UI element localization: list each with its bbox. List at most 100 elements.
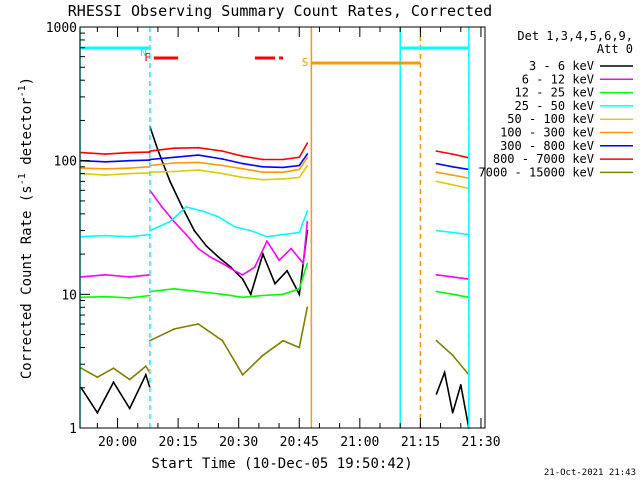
data-point	[144, 373, 147, 376]
data-point	[221, 293, 224, 296]
data-point	[217, 256, 220, 258]
data-point	[197, 154, 200, 157]
data-point	[221, 339, 224, 342]
series-line	[81, 166, 150, 170]
footer-timestamp: 21-Oct-2021 21:43	[544, 468, 636, 478]
data-point	[128, 276, 131, 278]
data-point	[266, 240, 268, 243]
y-tick-label: 10	[61, 288, 77, 303]
x-axis: 20:00 20:15 20:30 20:45 21:00 21:15 21:30	[96, 27, 501, 450]
data-point	[104, 167, 107, 170]
data-point	[262, 253, 264, 256]
data-point	[451, 276, 454, 278]
data-point	[298, 164, 301, 167]
data-point	[173, 170, 176, 173]
data-point	[221, 158, 224, 160]
legend-title-line-1: Det 1,3,4,5,6,9,	[517, 29, 633, 43]
data-point	[128, 297, 131, 299]
data-point	[451, 231, 454, 234]
data-point	[149, 294, 151, 297]
x-tick-label: 21:15	[401, 435, 440, 450]
data-point	[205, 245, 208, 247]
data-point	[169, 220, 171, 223]
legend-label: 800 - 7000 keV	[493, 152, 594, 166]
series-4	[80, 164, 470, 190]
series-5	[80, 156, 470, 180]
data-point	[306, 306, 309, 309]
data-point	[451, 293, 454, 296]
data-point	[282, 233, 284, 236]
data-point	[104, 174, 107, 177]
plot-frame	[79, 26, 486, 429]
series-line	[149, 153, 308, 169]
data-point	[149, 229, 151, 232]
data-point	[262, 158, 264, 161]
series-2	[80, 262, 470, 299]
legend-label: 25 - 50 keV	[515, 99, 594, 113]
data-point	[169, 180, 171, 183]
data-point	[185, 206, 188, 208]
series-line	[81, 151, 150, 155]
data-point	[282, 178, 284, 180]
data-point	[241, 278, 244, 280]
x-tick-label: 20:00	[98, 435, 137, 450]
data-point	[274, 282, 276, 285]
data-point	[306, 156, 309, 159]
data-point	[193, 229, 196, 232]
data-point	[306, 142, 309, 145]
x-tick-label: 21:00	[340, 435, 379, 450]
data-point	[298, 156, 301, 159]
legend-label: 6 - 12 keV	[522, 72, 594, 86]
data-point	[298, 287, 301, 290]
data-point	[197, 146, 200, 149]
legend-title-line-2: Att 0	[597, 42, 633, 56]
data-point	[253, 266, 256, 268]
data-point	[181, 206, 184, 208]
data-point	[173, 287, 176, 290]
data-point	[221, 262, 224, 265]
data-point	[306, 210, 309, 212]
data-point	[435, 162, 438, 165]
data-point	[173, 147, 176, 150]
data-point	[96, 376, 99, 379]
data-point	[435, 393, 438, 395]
data-point	[201, 210, 204, 212]
data-point	[298, 176, 301, 179]
data-point	[286, 269, 288, 272]
data-point	[233, 225, 236, 228]
data-point	[278, 259, 280, 262]
data-point	[173, 162, 176, 164]
series-0	[80, 125, 470, 429]
data-point	[197, 169, 200, 172]
data-point	[282, 171, 284, 174]
data-point	[435, 150, 438, 153]
data-point	[185, 233, 188, 236]
chart-title: RHESSI Observing Summary Count Rates, Co…	[68, 2, 492, 20]
data-point	[241, 167, 244, 170]
series-layer	[80, 125, 470, 429]
data-point	[221, 172, 224, 175]
data-point	[104, 234, 107, 237]
series-line	[149, 189, 309, 276]
data-point	[302, 262, 305, 265]
data-point	[249, 293, 252, 296]
flag-layer: NF S	[79, 27, 470, 428]
data-point	[173, 328, 176, 330]
data-point	[104, 273, 107, 276]
data-point	[161, 206, 163, 208]
data-point	[241, 176, 244, 179]
data-point	[266, 235, 268, 238]
x-tick-label: 20:15	[159, 435, 198, 450]
data-point	[128, 378, 131, 381]
data-point	[443, 371, 446, 374]
series-line	[435, 340, 470, 376]
data-point	[149, 339, 151, 342]
data-point	[233, 269, 236, 272]
data-point	[197, 290, 200, 293]
y-tick-label: 100	[54, 155, 77, 170]
data-point	[262, 294, 264, 297]
data-point	[104, 295, 107, 298]
series-line	[149, 126, 309, 297]
